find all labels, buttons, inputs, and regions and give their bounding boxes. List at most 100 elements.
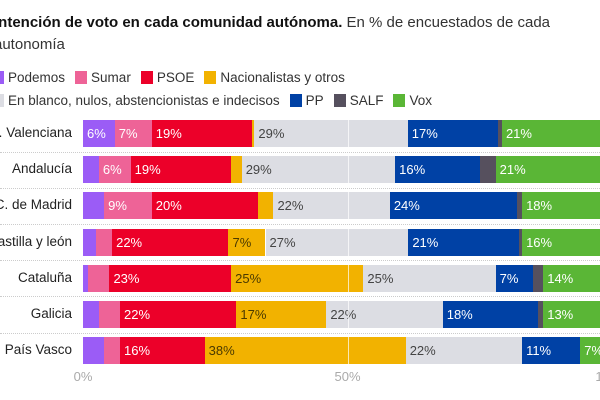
data-label: 22% xyxy=(116,234,143,250)
category-label: Galicia xyxy=(30,306,72,321)
data-label: 21% xyxy=(499,162,526,178)
bar-segment xyxy=(543,264,600,292)
data-label: 25% xyxy=(235,270,262,286)
legend-swatch xyxy=(0,71,4,84)
bar-segment xyxy=(98,156,131,184)
legend-swatch xyxy=(289,94,302,107)
bar-segment xyxy=(265,228,409,256)
bar-segment xyxy=(495,156,600,184)
data-label: 38% xyxy=(208,343,235,359)
data-label: 6% xyxy=(102,162,122,178)
bar-segment xyxy=(104,337,121,365)
bar-segment xyxy=(83,337,105,365)
bar-segment xyxy=(83,120,115,147)
bar-segment xyxy=(395,156,480,184)
bar-segment xyxy=(83,156,99,184)
data-label: 11% xyxy=(526,343,552,359)
legend-item: Sumar xyxy=(75,66,131,89)
bar-segment xyxy=(98,301,121,328)
category-label: Cataluña xyxy=(17,269,72,285)
legend-swatch xyxy=(0,94,4,107)
data-label: 23% xyxy=(113,270,140,286)
data-label: 22% xyxy=(124,307,151,322)
bar-segment xyxy=(516,192,523,220)
data-label: 22% xyxy=(409,343,436,359)
x-tick-label: 50% xyxy=(334,369,361,384)
data-label: 14% xyxy=(547,270,574,286)
bar-segment xyxy=(273,192,390,220)
bar-segment xyxy=(407,120,498,147)
bar-segment xyxy=(495,264,533,292)
category-label: C. de Madrid xyxy=(0,197,72,213)
legend-label: PSOE xyxy=(156,70,195,85)
data-label: 17% xyxy=(411,126,438,141)
data-label: 20% xyxy=(155,198,182,214)
category-label: País Vasco xyxy=(4,342,72,358)
row-divider xyxy=(0,151,600,153)
row-divider xyxy=(0,260,600,262)
bar-segment xyxy=(257,192,274,220)
data-label: 24% xyxy=(393,198,420,214)
bar-segment xyxy=(231,264,364,292)
chart-title: Intención de voto en cada comunidad autó… xyxy=(0,12,586,56)
legend-item: Podemos xyxy=(0,66,65,89)
data-label: 29% xyxy=(258,126,285,141)
bar-segment xyxy=(442,301,538,328)
legend-label: SALF xyxy=(349,93,384,108)
legend-label: En blanco, nulos, abstencionistas e inde… xyxy=(8,93,280,108)
bar-segment xyxy=(363,264,496,292)
bar-segment xyxy=(236,301,327,328)
data-label: 7% xyxy=(499,270,519,286)
data-label: 19% xyxy=(134,162,161,178)
legend-item: SALF xyxy=(333,89,384,112)
legend-label: Podemos xyxy=(8,70,66,85)
data-label: 18% xyxy=(526,198,553,214)
legend: Podemos Sumar PSOE Nacionalistas y otros En … xyxy=(0,66,584,112)
bar-segment xyxy=(543,301,600,328)
bar-segment xyxy=(83,264,89,292)
bar-segment xyxy=(326,301,443,328)
row-divider xyxy=(0,223,600,225)
data-label: 7% xyxy=(584,343,600,359)
bar-segment xyxy=(537,301,544,328)
legend-label: Vox xyxy=(409,93,432,108)
bar-segment xyxy=(120,337,205,365)
bar-segment xyxy=(408,228,520,256)
category-label: Castilla y león xyxy=(0,233,72,249)
data-label: 13% xyxy=(547,307,574,322)
data-label: 7% xyxy=(232,234,252,250)
legend-swatch xyxy=(140,71,153,84)
bar-segment xyxy=(104,192,152,220)
data-label: 6% xyxy=(87,126,106,141)
bar-segment xyxy=(83,228,97,256)
data-label: 19% xyxy=(155,126,182,141)
bar-segment xyxy=(497,120,502,147)
data-label: 22% xyxy=(330,307,357,322)
bar-segment xyxy=(109,264,232,292)
bar-segment xyxy=(241,156,396,184)
x-tick-label: 100% xyxy=(595,369,600,384)
category-label: Andalucía xyxy=(11,161,72,177)
data-label: 17% xyxy=(240,307,267,322)
data-label: 7% xyxy=(118,126,138,141)
bar-segment xyxy=(96,228,113,256)
bar-segment xyxy=(501,120,600,147)
legend-item: Nacionalistas y otros xyxy=(204,66,345,89)
data-label: 18% xyxy=(446,307,473,322)
bar-segment xyxy=(83,192,105,220)
bar-segment xyxy=(479,156,496,184)
data-label: 22% xyxy=(277,198,304,214)
chart-subtitle: En % de encuestados de cada autonomía xyxy=(0,14,551,53)
legend-label: PP xyxy=(305,93,324,108)
bar-segment xyxy=(580,337,600,365)
bar-segment xyxy=(120,301,237,328)
bar-segment xyxy=(522,192,600,220)
bar-segment xyxy=(389,192,517,220)
chart-title-bold: Intención de voto en cada comunidad autó… xyxy=(0,14,343,31)
bar-segment xyxy=(130,156,232,184)
bar-segment xyxy=(532,264,544,292)
legend-swatch xyxy=(393,94,406,107)
bar-segment xyxy=(228,228,266,256)
bar-segment xyxy=(522,337,581,365)
